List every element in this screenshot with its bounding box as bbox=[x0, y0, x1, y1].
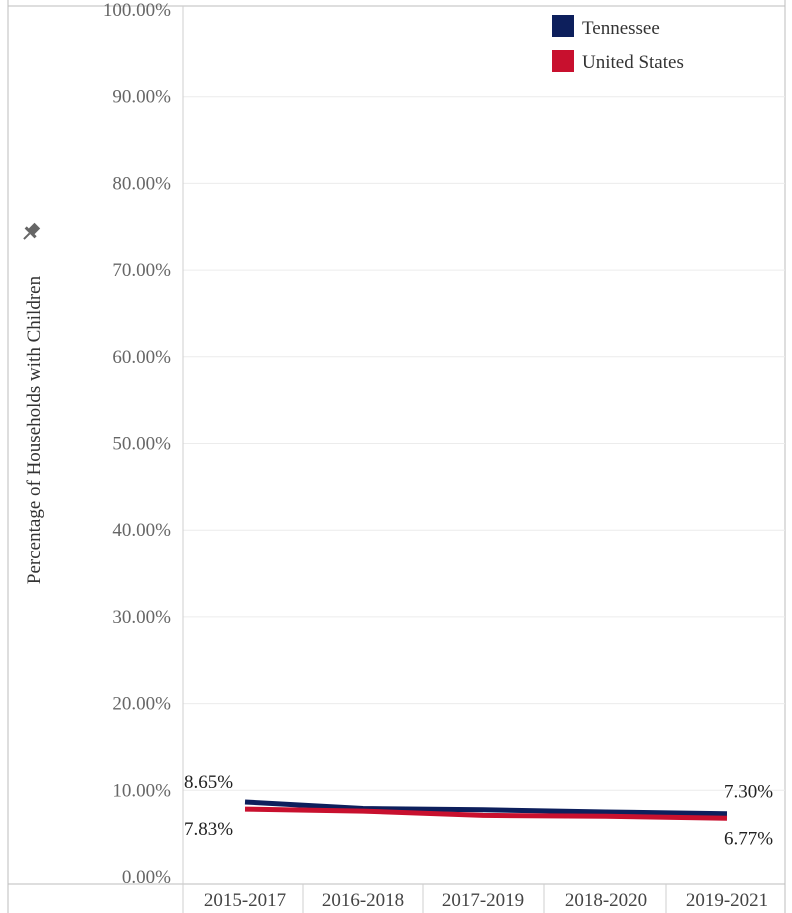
y-tick-labels: 0.00% 10.00% 20.00% 30.00% 40.00% 50.00% 60.00… bbox=[103, 0, 171, 888]
data-label-us-last: 6.77% bbox=[724, 828, 773, 849]
legend-label-united-states: United States bbox=[582, 52, 684, 73]
y-tick-label: 10.00% bbox=[112, 780, 171, 801]
y-tick-label: 70.00% bbox=[112, 260, 171, 281]
x-tick-label: 2017-2019 bbox=[442, 890, 524, 911]
y-tick-label: 20.00% bbox=[112, 694, 171, 715]
x-tick-label: 2019-2021 bbox=[686, 890, 768, 911]
grid-lines bbox=[183, 96, 785, 791]
series-line-tennessee[interactable] bbox=[244, 799, 728, 817]
data-label-tennessee-first: 8.65% bbox=[184, 772, 233, 793]
y-tick-label: 80.00% bbox=[112, 173, 171, 194]
y-axis-title: Percentage of Households with Children bbox=[24, 275, 45, 584]
legend: Tennessee United States bbox=[552, 15, 684, 73]
series-lines bbox=[244, 799, 728, 821]
data-label-us-first: 7.83% bbox=[184, 819, 233, 840]
y-tick-label: 90.00% bbox=[112, 87, 171, 108]
pin-icon[interactable] bbox=[19, 221, 42, 244]
x-tick-label: 2018-2020 bbox=[565, 890, 647, 911]
y-tick-label: 30.00% bbox=[112, 607, 171, 628]
y-tick-label: 40.00% bbox=[112, 520, 171, 541]
y-tick-label: 100.00% bbox=[103, 0, 171, 21]
legend-label-tennessee: Tennessee bbox=[582, 18, 660, 39]
data-label-tennessee-last: 7.30% bbox=[724, 782, 773, 803]
legend-swatch-united-states bbox=[552, 50, 574, 72]
x-tick-label: 2016-2018 bbox=[322, 890, 404, 911]
y-tick-label: 50.00% bbox=[112, 434, 171, 455]
legend-swatch-tennessee bbox=[552, 15, 574, 37]
x-tick-labels: 2015-2017 2016-2018 2017-2019 2018-2020 2019… bbox=[204, 884, 768, 913]
series-line-united-states[interactable] bbox=[244, 806, 728, 821]
y-tick-label: 60.00% bbox=[112, 347, 171, 368]
y-tick-label: 0.00% bbox=[122, 867, 171, 888]
x-tick-label: 2015-2017 bbox=[204, 890, 286, 911]
